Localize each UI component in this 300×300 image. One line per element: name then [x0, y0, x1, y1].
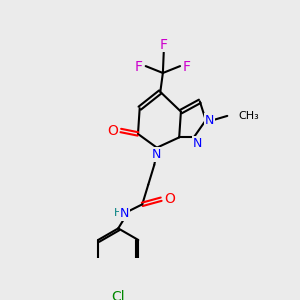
- Text: F: F: [135, 60, 143, 74]
- Text: N: N: [193, 137, 202, 150]
- Text: F: F: [183, 60, 191, 74]
- Text: CH₃: CH₃: [238, 111, 259, 121]
- Text: O: O: [108, 124, 118, 137]
- Text: N: N: [120, 207, 129, 220]
- Text: F: F: [160, 38, 168, 52]
- Text: Cl: Cl: [111, 290, 125, 300]
- Text: H: H: [114, 208, 122, 218]
- Text: N: N: [151, 148, 161, 161]
- Text: N: N: [205, 114, 214, 127]
- Text: O: O: [164, 192, 175, 206]
